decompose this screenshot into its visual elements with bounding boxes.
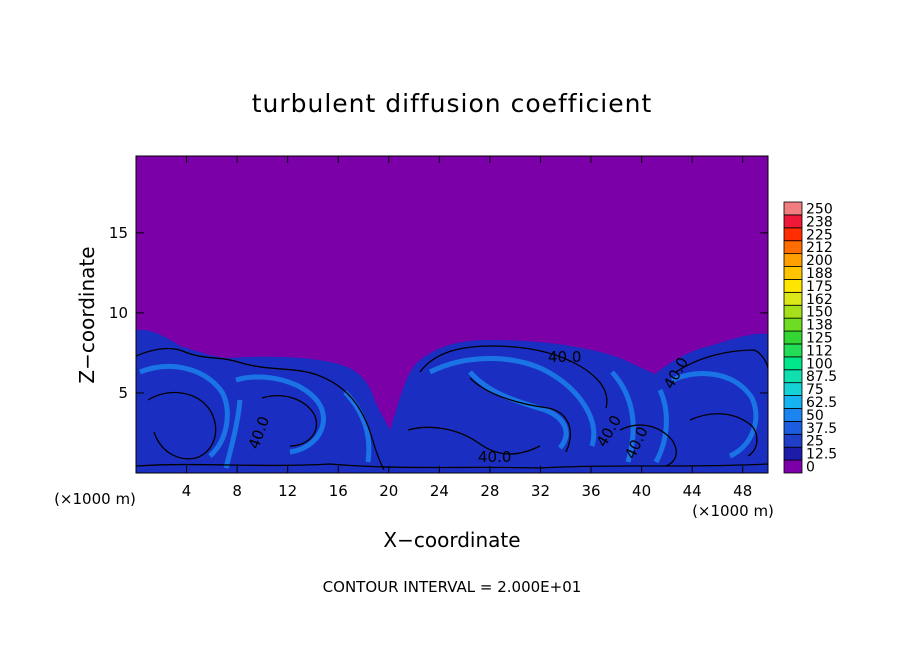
colorbar-swatch <box>783 343 803 358</box>
swirl <box>428 356 597 447</box>
colorbar-label: 100 <box>806 356 833 372</box>
contour-label: 40.0 <box>478 448 511 466</box>
colorbar-swatch <box>783 214 803 229</box>
contour-line <box>419 345 608 409</box>
colorbar-swatch <box>783 420 803 435</box>
colorbar-swatch <box>783 459 803 474</box>
swirl <box>139 363 230 458</box>
colorbar-label: 175 <box>806 279 833 295</box>
turbulent-swirls <box>139 356 759 469</box>
chart-title: turbulent diffusion coefficient <box>252 89 653 118</box>
y-axis-label: Z−coordinate <box>75 246 99 383</box>
x-axis-label: X−coordinate <box>383 528 520 552</box>
contour-line <box>619 424 677 467</box>
colorbar-label: 37.5 <box>806 421 837 437</box>
colorbar-swatch <box>783 369 803 384</box>
colorbar-swatch <box>783 291 803 306</box>
x-tick-label: 24 <box>430 482 449 500</box>
contour-line <box>261 395 318 447</box>
contour-line <box>147 391 217 460</box>
x-axis-ticks: 4 8 12 16 20 24 28 32 36 40 44 48 <box>182 156 752 500</box>
swirl <box>610 370 636 463</box>
colorbar-label: 138 <box>806 318 833 334</box>
colorbar-swatch <box>783 356 803 371</box>
contour-line <box>136 347 385 471</box>
swirl <box>223 399 243 469</box>
colorbar-swatch <box>783 227 803 242</box>
x-tick-label: 32 <box>531 482 550 500</box>
x-tick-label: 12 <box>278 482 297 500</box>
colorbar-swatch <box>783 240 803 255</box>
colorbar-label: 87.5 <box>806 369 837 385</box>
colorbar-swatch <box>783 446 803 461</box>
x-tick-label: 28 <box>480 482 499 500</box>
colorbar-label: 225 <box>806 227 833 243</box>
y-axis-ticks: 5 10 15 <box>109 224 768 402</box>
colorbar: 012.52537.55062.57587.510011212513815016… <box>783 201 837 476</box>
colorbar-swatch <box>783 330 803 345</box>
x-tick-label: 4 <box>182 482 192 500</box>
x-tick-label: 16 <box>329 482 348 500</box>
colorbar-swatch <box>783 253 803 267</box>
colorbar-swatch <box>783 382 803 396</box>
colorbar-label: 12.5 <box>806 447 837 463</box>
contour-line <box>407 426 541 455</box>
swirl <box>235 374 326 455</box>
colorbar-label: 0 <box>806 460 815 476</box>
x-unit-left: (×1000 m) <box>54 490 136 508</box>
contour-line <box>136 463 768 469</box>
contour-line <box>689 413 758 457</box>
colorbar-swatch <box>783 408 803 422</box>
colorbar-swatch <box>783 266 803 280</box>
swirl <box>468 370 569 450</box>
colorbar-label: 112 <box>806 343 833 359</box>
colorbar-swatch <box>783 317 803 332</box>
x-tick-label: 48 <box>733 482 752 500</box>
x-tick-label: 36 <box>581 482 600 500</box>
plot-area <box>136 156 768 473</box>
colorbar-label: 162 <box>806 292 833 308</box>
footer-note: CONTOUR INTERVAL = 2.000E+01 <box>323 578 582 596</box>
x-tick-label: 20 <box>379 482 398 500</box>
x-tick-label: 40 <box>632 482 651 500</box>
colorbar-label: 150 <box>806 305 833 321</box>
colorbar-label: 75 <box>806 382 824 398</box>
colorbar-swatch <box>783 201 803 216</box>
colorbar-label: 25 <box>806 434 824 450</box>
colorbar-label: 200 <box>806 253 833 269</box>
contour-label: 40.0 <box>548 348 581 366</box>
colorbar-swatch <box>783 433 803 448</box>
colorbar-label: 238 <box>806 214 833 230</box>
x-unit-right: (×1000 m) <box>692 502 774 520</box>
x-tick-label: 44 <box>683 482 702 500</box>
y-tick-label: 15 <box>109 224 128 242</box>
y-tick-label: 10 <box>109 304 128 322</box>
plot-frame <box>135 155 769 474</box>
colorbar-label: 50 <box>806 408 824 424</box>
colorbar-label: 250 <box>806 201 833 217</box>
colorbar-label: 125 <box>806 331 833 347</box>
y-tick-label: 5 <box>118 384 128 402</box>
colorbar-swatch <box>783 395 803 409</box>
x-tick-label: 8 <box>232 482 242 500</box>
contour-lines <box>136 345 768 471</box>
contour-line <box>675 349 768 373</box>
colorbar-label: 212 <box>806 240 833 256</box>
turbulent-layer <box>136 329 768 473</box>
swirl <box>653 388 669 464</box>
swirl <box>671 371 759 459</box>
swirl <box>343 390 372 463</box>
colorbar-swatch <box>783 304 803 319</box>
colorbar-swatch <box>783 279 803 293</box>
contour-line <box>469 377 571 453</box>
colorbar-label: 62.5 <box>806 395 837 411</box>
colorbar-label: 188 <box>806 266 833 282</box>
contour-label-group: 40.0 40.0 40.0 40.0 40.0 40.0 <box>245 348 692 466</box>
